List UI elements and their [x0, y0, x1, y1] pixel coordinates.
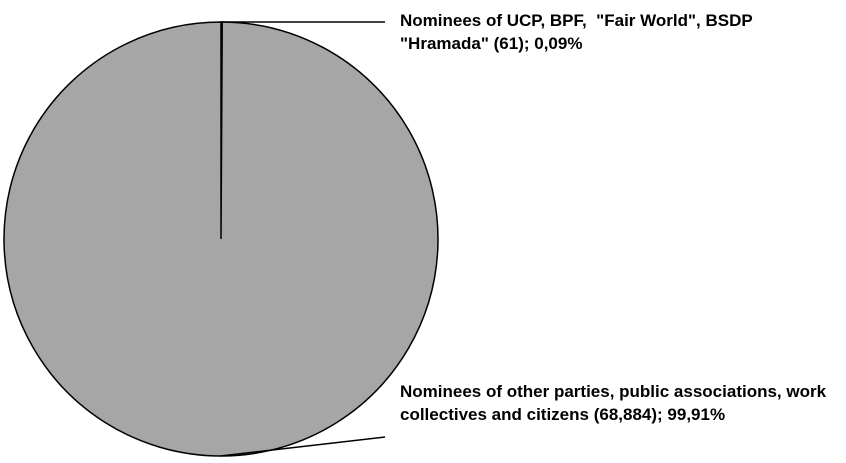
leader-line [220, 436, 386, 457]
pie-slice [3, 21, 439, 457]
category-label: Nominees of other parties, public associ… [400, 382, 831, 424]
value-label: (68,884); 99,91% [593, 405, 726, 424]
slice-label: Nominees of UCP, BPF, "Fair World", BSDP… [400, 9, 800, 55]
category-label: Nominees of UCP, BPF, "Fair World", BSDP… [400, 11, 758, 53]
slice-label: Nominees of other parties, public associ… [400, 380, 844, 426]
value-label: (61); 0,09% [493, 34, 583, 53]
